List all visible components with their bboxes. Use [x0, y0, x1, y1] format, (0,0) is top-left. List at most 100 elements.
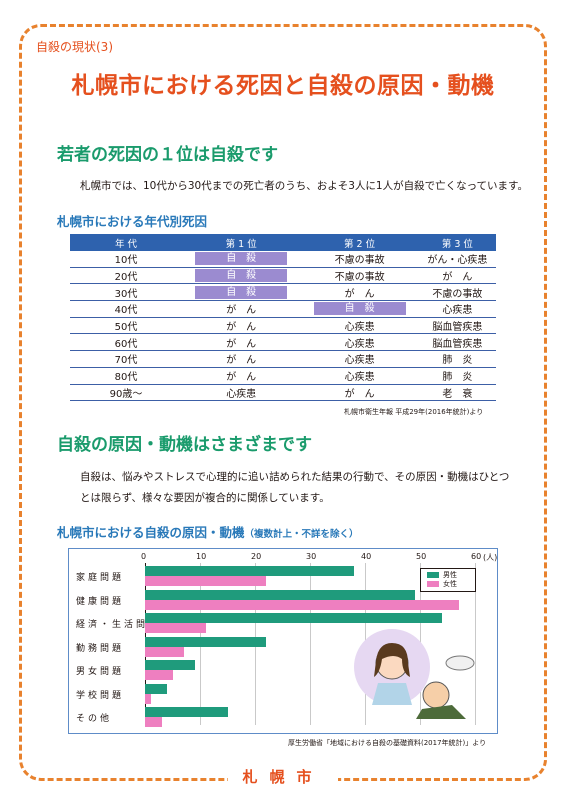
cause-of-death-table: 年 代 第 1 位 第 2 位 第 3 位 10代自 殺不慮の事故 がん・心疾患 2… — [70, 234, 496, 402]
row-age: 80代 — [70, 367, 182, 385]
row-age: 40代 — [70, 300, 182, 318]
grid-line — [475, 563, 476, 725]
legend-swatch — [427, 581, 439, 587]
category-label: 経済・生活問題 — [76, 620, 161, 630]
bar-female-5 — [145, 693, 151, 704]
bar-male-6 — [145, 707, 228, 717]
table-row: 70代 が ん 心疾患 肺 炎 — [70, 350, 496, 368]
row-age-text: 60代 — [114, 338, 138, 350]
woman-body — [372, 683, 412, 705]
row-age-text: 90歳～ — [109, 388, 143, 400]
category-label: その他 — [76, 714, 113, 724]
bar-male-5 — [145, 683, 167, 694]
row-rank2-text: 自 殺 — [313, 302, 406, 316]
category-label: 家庭問題 — [76, 573, 125, 583]
row-rank1-text: 心疾患 — [226, 388, 257, 400]
row-rank3-text: 心疾患 — [442, 305, 473, 317]
category-label: 勤務問題 — [76, 643, 125, 654]
row-rank3-text: 脳血管疾患 — [432, 322, 483, 334]
row-rank2: 不慮の事故 — [300, 251, 419, 268]
table-row: 40代 が ん 自 殺 心疾患 — [70, 300, 496, 318]
legend-label: 男性 — [443, 571, 457, 579]
table-source: 札幌市衛生年報 平成29年(2016年統計)より — [344, 408, 484, 416]
bar-female-2 — [145, 623, 206, 633]
row-rank2: が ん — [300, 283, 419, 302]
bar-male-0 — [145, 566, 354, 576]
row-age-text: 30代 — [114, 288, 138, 300]
row-age-text: 20代 — [114, 272, 138, 284]
x-tick-label: 60 — [471, 552, 482, 561]
row-rank2: 不慮の事故 — [300, 267, 419, 285]
x-tick-label: 30 — [306, 552, 317, 561]
section1-heading: 若者の死因の１位は自殺です — [57, 145, 278, 165]
row-rank1: が ん — [182, 317, 301, 335]
grid-line — [310, 563, 311, 725]
row-rank3-text: 肺 炎 — [442, 372, 473, 384]
row-rank2: 心疾患 — [300, 317, 419, 335]
row-rank2: 心疾患 — [300, 350, 419, 368]
row-rank3-text: 肺 炎 — [442, 355, 473, 367]
category-label: 健康問題 — [76, 596, 125, 607]
row-rank3: 老 衰 — [418, 384, 496, 402]
row-rank1: が ん — [182, 333, 301, 352]
footer: 札幌市 — [0, 766, 566, 787]
row-rank1: 自 殺 — [182, 267, 301, 285]
row-rank3: 心疾患 — [418, 300, 496, 318]
row-rank2-text: 心疾患 — [344, 355, 375, 367]
chart-title-note: （複数計上・不詳を除く） — [244, 529, 359, 540]
x-axis-unit: (人) — [483, 553, 498, 562]
row-age-text: 70代 — [114, 355, 138, 367]
bar-male-3 — [145, 636, 266, 647]
row-rank1: が ん — [182, 350, 301, 368]
row-age-text: 50代 — [114, 322, 138, 334]
table-row: 50代 が ん 心疾患 脳血管疾患 — [70, 317, 496, 335]
row-rank3-text: が ん — [442, 272, 473, 284]
man-body — [416, 705, 466, 719]
x-tick-label: 50 — [416, 552, 427, 561]
row-rank3: 肺 炎 — [418, 350, 496, 368]
row-age: 10代 — [70, 251, 182, 268]
row-rank3: 肺 炎 — [418, 367, 496, 385]
table-row: 90歳～ 心疾患 が ん 老 衰 — [70, 384, 496, 402]
x-tick-label: 40 — [361, 552, 372, 561]
row-rank2-text: 不慮の事故 — [334, 255, 385, 267]
row-rank3-text: がん・心疾患 — [427, 255, 488, 267]
row-rank2-text: が ん — [344, 388, 375, 400]
table-header-age: 年 代 — [70, 234, 182, 251]
row-rank1-text: が ん — [226, 372, 257, 384]
row-rank2-text: 心疾患 — [344, 322, 375, 334]
bar-female-0 — [145, 576, 266, 586]
row-age-text: 80代 — [114, 372, 138, 384]
row-rank2-text: 心疾患 — [344, 338, 375, 350]
row-rank1-text: が ん — [226, 305, 257, 317]
table-row: 10代 自 殺 不慮の事故 がん・心疾患 — [70, 251, 496, 268]
row-rank1-text: が ん — [226, 355, 257, 367]
row-age-text: 40代 — [114, 305, 138, 317]
woman-hair — [374, 643, 410, 677]
table-header-rank3: 第 3 位 — [418, 234, 496, 251]
bar-male-1 — [145, 589, 415, 600]
row-rank1-text: が ん — [226, 338, 257, 350]
row-rank3: 不慮の事故 — [418, 283, 496, 302]
bar-male-2 — [145, 613, 442, 623]
row-rank3-text: 不慮の事故 — [432, 288, 483, 300]
section2-heading: 自殺の原因・動機はさまざまです — [57, 435, 312, 455]
row-rank2: 心疾患 — [300, 367, 419, 385]
table-row: 20代 自 殺 不慮の事故 が ん — [70, 267, 496, 285]
row-age: 20代 — [70, 267, 182, 285]
row-age: 50代 — [70, 317, 182, 335]
row-rank3: がん・心疾患 — [418, 251, 496, 268]
category-label: 男女問題 — [76, 667, 125, 677]
money-icon — [445, 655, 475, 671]
row-rank3-text: 脳血管疾患 — [432, 338, 483, 350]
section2-text-line1: 自殺は、悩みやストレスで心理的に追い詰められた結果の行動で、その原因・動機はひと… — [80, 471, 510, 483]
man-face — [422, 681, 450, 709]
legend-swatch — [427, 572, 439, 578]
table-row: 60代 が ん 心疾患 脳血管疾患 — [70, 333, 496, 352]
row-rank1: 自 殺 — [182, 283, 301, 302]
row-age-text: 10代 — [114, 255, 138, 267]
row-rank2: が ん — [300, 384, 419, 402]
row-age: 90歳～ — [70, 384, 182, 402]
chart-title: 札幌市における自殺の原因・動機（複数計上・不詳を除く） — [57, 522, 359, 541]
x-tick-label: 20 — [251, 552, 262, 561]
